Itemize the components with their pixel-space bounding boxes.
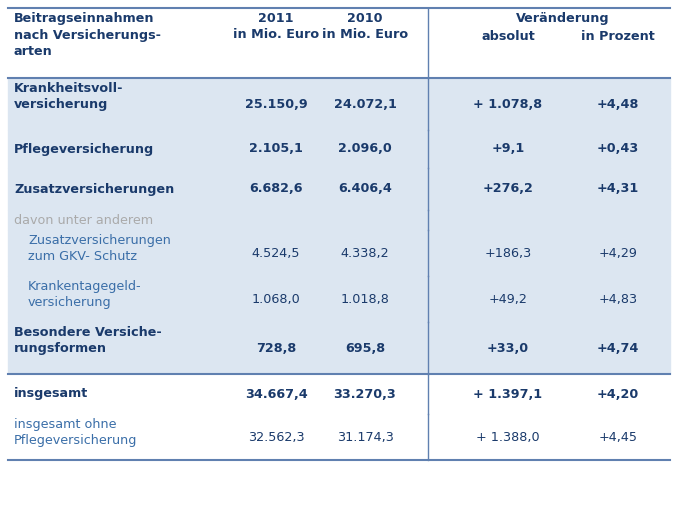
Text: Veränderung: Veränderung xyxy=(516,12,610,25)
Bar xyxy=(8,230,670,276)
Text: +4,83: +4,83 xyxy=(599,293,637,306)
Text: 1.018,8: 1.018,8 xyxy=(340,293,389,306)
Text: Krankentagegeld-
versicherung: Krankentagegeld- versicherung xyxy=(28,280,142,309)
Text: in Prozent: in Prozent xyxy=(581,30,655,43)
Text: insgesamt: insgesamt xyxy=(14,388,88,401)
Text: +4,29: +4,29 xyxy=(599,247,637,259)
Text: Krankheitsvoll-
versicherung: Krankheitsvoll- versicherung xyxy=(14,82,123,111)
Text: absolut: absolut xyxy=(481,30,535,43)
Text: Zusatzversicherungen
zum GKV- Schutz: Zusatzversicherungen zum GKV- Schutz xyxy=(28,234,171,263)
Text: davon unter anderem: davon unter anderem xyxy=(14,213,153,227)
Text: Zusatzversicherungen: Zusatzversicherungen xyxy=(14,183,174,195)
Text: + 1.078,8: + 1.078,8 xyxy=(473,98,542,110)
Text: +4,45: +4,45 xyxy=(599,430,637,444)
Text: +276,2: +276,2 xyxy=(483,183,534,195)
Text: +4,74: +4,74 xyxy=(597,342,639,354)
Text: + 1.397,1: + 1.397,1 xyxy=(473,388,542,401)
Text: +4,48: +4,48 xyxy=(597,98,639,110)
Bar xyxy=(8,130,670,168)
Text: Besondere Versiche-
rungsformen: Besondere Versiche- rungsformen xyxy=(14,326,162,355)
Bar xyxy=(8,322,670,374)
Text: 24.072,1: 24.072,1 xyxy=(334,98,397,110)
Text: insgesamt ohne
Pflegeversicherung: insgesamt ohne Pflegeversicherung xyxy=(14,418,138,447)
Text: +9,1: +9,1 xyxy=(492,143,525,156)
Text: 31.174,3: 31.174,3 xyxy=(336,430,393,444)
Text: 2011
in Mio. Euro: 2011 in Mio. Euro xyxy=(233,12,319,42)
Bar xyxy=(8,210,670,230)
Text: + 1.388,0: + 1.388,0 xyxy=(476,430,540,444)
Text: +4,20: +4,20 xyxy=(597,388,639,401)
Bar xyxy=(8,276,670,322)
Text: 32.562,3: 32.562,3 xyxy=(247,430,304,444)
Bar xyxy=(8,78,670,130)
Bar xyxy=(8,8,670,78)
Text: 2010
in Mio. Euro: 2010 in Mio. Euro xyxy=(322,12,408,42)
Text: 33.270,3: 33.270,3 xyxy=(334,388,397,401)
Text: 25.150,9: 25.150,9 xyxy=(245,98,307,110)
Text: +4,31: +4,31 xyxy=(597,183,639,195)
Text: 1.068,0: 1.068,0 xyxy=(252,293,300,306)
Text: 695,8: 695,8 xyxy=(345,342,385,354)
Text: 6.682,6: 6.682,6 xyxy=(250,183,303,195)
Text: +186,3: +186,3 xyxy=(484,247,532,259)
Bar xyxy=(8,168,670,210)
Text: Beitragseinnahmen
nach Versicherungs-
arten: Beitragseinnahmen nach Versicherungs- ar… xyxy=(14,12,161,58)
Text: 4.524,5: 4.524,5 xyxy=(252,247,300,259)
Text: 4.338,2: 4.338,2 xyxy=(340,247,389,259)
Text: Pflegeversicherung: Pflegeversicherung xyxy=(14,143,155,156)
Text: 6.406,4: 6.406,4 xyxy=(338,183,392,195)
Bar xyxy=(8,414,670,460)
Text: 34.667,4: 34.667,4 xyxy=(245,388,307,401)
Text: +49,2: +49,2 xyxy=(489,293,527,306)
Text: 728,8: 728,8 xyxy=(256,342,296,354)
Text: 2.096,0: 2.096,0 xyxy=(338,143,392,156)
Bar xyxy=(8,374,670,414)
Text: 2.105,1: 2.105,1 xyxy=(249,143,303,156)
Text: +0,43: +0,43 xyxy=(597,143,639,156)
Text: +33,0: +33,0 xyxy=(487,342,529,354)
